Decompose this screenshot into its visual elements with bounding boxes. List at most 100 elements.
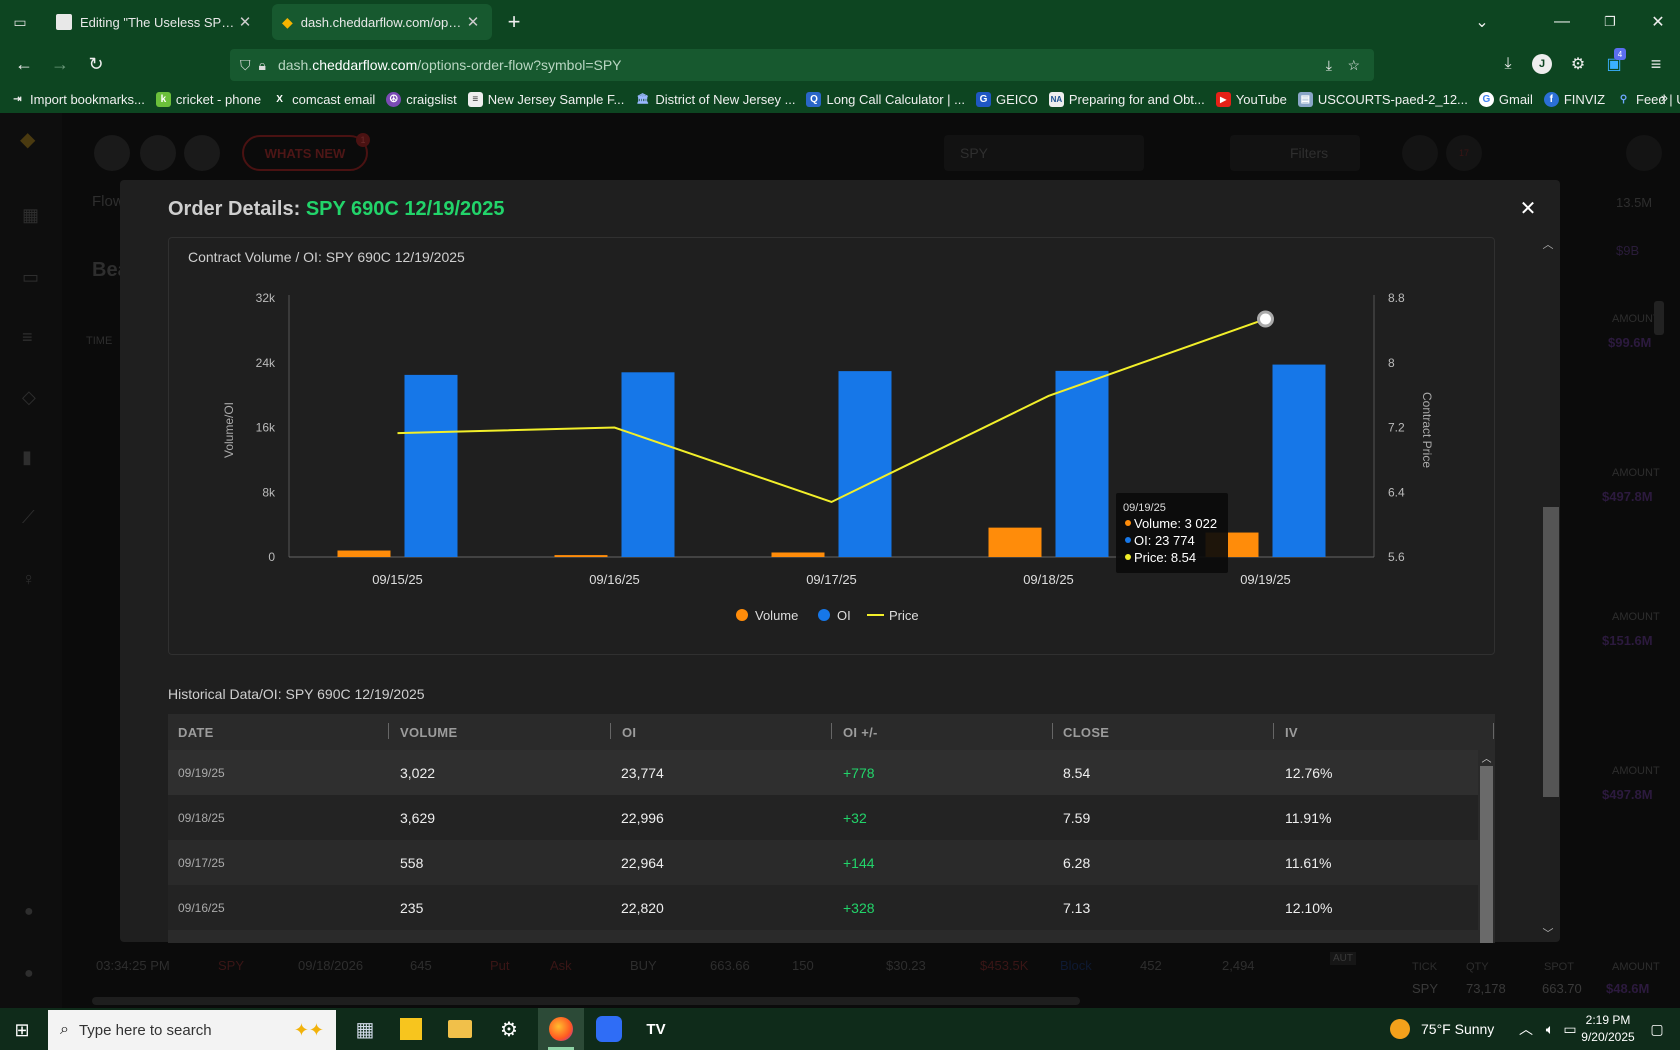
legend-price[interactable]: Price [889,608,919,623]
save-page-icon[interactable]: ⤓ [1325,56,1332,73]
oi-bar[interactable] [621,372,675,557]
app-logo-icon[interactable]: ◆ [20,129,36,151]
right-scrollbar[interactable] [1654,301,1664,335]
bookmark-item[interactable]: 🏛︎ District of New Jersey ... [635,92,795,107]
calculator-icon[interactable]: ▦ [355,1018,375,1041]
close-tab-icon[interactable]: ✕ [238,14,252,31]
extension-app-icon[interactable]: ▣ [1606,56,1622,73]
close-modal-icon[interactable]: ✕ [1519,197,1537,220]
bookmark-item[interactable]: k cricket - phone [155,91,261,107]
tray-chevron-icon[interactable]: ︿ [1519,1021,1533,1037]
table-row[interactable]: 09/17/25 558 22,964 +144 6.28 11.61% [168,840,1478,885]
col-close[interactable]: CLOSE [1063,725,1110,740]
volume-bar[interactable] [337,550,391,557]
extensions-icon[interactable]: ⚙ [1570,56,1586,73]
sound-button[interactable] [140,135,176,171]
filters-button[interactable]: Filters [1230,135,1360,171]
firefox-taskbar-active[interactable] [538,1008,584,1050]
volume-bar[interactable] [771,552,825,557]
lightbulb-icon[interactable]: ♀ [22,569,36,589]
bookmark-item[interactable]: ☮ craigslist [386,91,457,107]
browser-tab-docs[interactable]: Editing "The Useless SPY Report ✕ [46,4,264,40]
bookmark-item[interactable]: ⚲ Feed | Utradea [1616,92,1680,107]
whats-new-button[interactable]: WHATS NEW [242,135,368,171]
bookmark-item[interactable]: ⇥ Import bookmarks... [10,92,145,107]
col-volume[interactable]: VOLUME [400,725,458,740]
horizontal-scrollbar[interactable] [92,997,1080,1005]
user-icon[interactable]: ● [24,965,34,982]
ticker-search-input[interactable]: SPY [944,135,1144,171]
tab-list-icon[interactable]: ▭ [13,13,27,30]
bookmark-item[interactable]: ≡ New Jersey Sample F... [467,91,624,107]
table-scrollbar-thumb[interactable] [1480,766,1493,943]
oi-bar[interactable] [1055,370,1109,557]
network-icon[interactable]: ▭ [1563,1020,1577,1037]
legend-oi[interactable]: OI [837,608,851,623]
more-options-button[interactable] [1626,135,1662,171]
file-explorer-icon[interactable] [448,1020,472,1038]
new-tab-icon[interactable]: + [507,9,521,34]
settings-icon[interactable]: ⚙ [500,1018,518,1041]
list-icon[interactable]: ≡ [22,327,33,347]
col-oi-change[interactable]: OI +/- [843,725,878,740]
bookmark-item[interactable]: NA Preparing for and Obt... [1048,91,1205,107]
bookmark-item[interactable]: Q Long Call Calculator | ... [806,91,965,107]
bookmark-item[interactable]: ▤ USCOURTS-paed-2_12... [1297,91,1468,107]
layers-icon[interactable]: ◇ [22,387,36,407]
notifications-icon[interactable]: ▢ [1650,1020,1664,1037]
downloads-icon[interactable]: ⤓ [1504,55,1512,72]
col-oi[interactable]: OI [622,725,637,740]
col-iv[interactable]: IV [1285,725,1298,740]
list-tabs-chevron-icon[interactable]: ⌄ [1475,14,1489,31]
windows-start-icon[interactable]: ⊞ [14,1019,30,1040]
table-scrollbar-track[interactable]: ︿ [1478,750,1495,943]
legend-volume[interactable]: Volume [755,608,798,623]
table-row[interactable]: 09/19/25 3,022 23,774 +778 8.54 12.76% [168,750,1478,795]
url-bar[interactable]: ⛉ 🔒︎ dash. cheddarflow.com/options-order-… [230,49,1374,81]
ai-button[interactable] [94,135,130,171]
volume-bar[interactable] [554,555,608,557]
oi-bar[interactable] [838,371,892,557]
line-chart-icon[interactable]: ⟋ [22,507,35,527]
oi-bar[interactable] [404,374,458,557]
bookmark-item[interactable]: f FINVIZ [1543,91,1605,107]
browser-tab-cheddarflow[interactable]: ◆ dash.cheddarflow.com/options- ✕ [272,4,492,40]
app-icon-blue[interactable] [596,1016,622,1042]
layers-button[interactable] [1402,135,1438,171]
modal-scrollbar-thumb[interactable] [1543,507,1559,797]
volume-bar[interactable] [988,527,1042,557]
bar-chart-icon[interactable]: ▮ [22,447,32,467]
volume-icon[interactable]: 🔈︎ [1545,1020,1555,1037]
bookmark-item[interactable]: G GEICO [975,91,1038,107]
modal-scroll-up-icon[interactable]: ︿ [1542,239,1554,251]
minimize-icon[interactable]: — [1554,13,1570,30]
clock[interactable]: 2:19 PM 9/20/2025 [1576,1012,1640,1046]
menu-icon[interactable]: ≡ [1650,53,1662,74]
close-tab-icon[interactable]: ✕ [466,14,480,31]
price-point-hover[interactable] [1257,310,1274,328]
taskbar-search[interactable]: ⌕ Type here to search ✦✦ [48,1010,336,1050]
more-bookmarks-icon[interactable]: » [1660,90,1668,105]
bookmark-item[interactable]: G Gmail [1478,91,1533,107]
back-icon[interactable]: ← [15,53,33,74]
calendar-icon[interactable]: ▭ [22,267,40,287]
dashboard-icon[interactable]: ▦ [22,205,40,225]
table-scroll-up-icon[interactable]: ︿ [1481,753,1492,765]
bookmark-item[interactable]: ▶ YouTube [1215,91,1287,107]
modal-scroll-down-icon[interactable]: ﹀ [1542,928,1554,940]
sticky-notes-icon[interactable] [400,1018,422,1040]
reload-icon[interactable]: ↻ [88,53,104,74]
col-date[interactable]: DATE [178,725,214,740]
download-button[interactable] [184,135,220,171]
weather-text[interactable]: 75°F Sunny [1421,1021,1495,1037]
table-row[interactable]: 09/18/25 3,629 22,996 +32 7.59 11.91% [168,795,1478,840]
tradingview-icon[interactable]: TV [646,1020,666,1038]
forward-icon[interactable]: → [51,53,69,74]
account-icon[interactable]: J [1532,54,1552,74]
bookmark-star-icon[interactable]: ☆ [1347,56,1360,73]
oi-bar[interactable] [1272,364,1326,557]
table-row[interactable]: 09/16/25 235 22,820 +328 7.13 12.10% [168,885,1478,930]
restore-icon[interactable]: ❐ [1604,14,1616,29]
fire-button[interactable]: 17 [1446,135,1482,171]
